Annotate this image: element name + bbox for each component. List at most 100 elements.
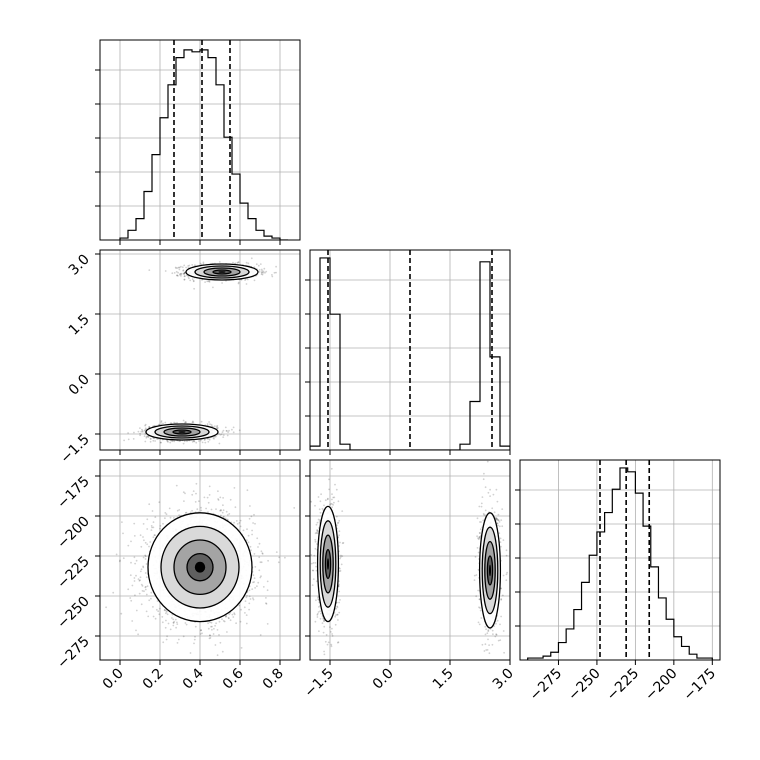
sample-point — [183, 264, 186, 267]
sample-point — [215, 622, 218, 625]
sample-point — [193, 642, 195, 645]
sample-point — [118, 560, 121, 563]
sample-point — [323, 625, 326, 628]
sample-point — [219, 433, 222, 436]
sample-point — [143, 429, 146, 432]
sample-point — [142, 565, 145, 568]
sample-point — [179, 273, 182, 275]
sample-point — [149, 437, 152, 440]
sample-point — [183, 275, 186, 277]
sample-point — [254, 566, 257, 568]
sample-point — [260, 268, 263, 271]
sample-point — [237, 281, 240, 284]
sample-point — [209, 637, 212, 639]
sample-point — [219, 641, 222, 644]
sample-point — [196, 508, 199, 511]
sample-point — [337, 521, 340, 524]
sample-point — [245, 283, 248, 285]
sample-point — [194, 264, 196, 266]
sample-point — [218, 634, 220, 636]
sample-point — [146, 585, 149, 588]
sample-point — [152, 606, 154, 608]
sample-point — [244, 600, 247, 602]
sample-point — [239, 525, 242, 528]
sample-point — [146, 543, 149, 546]
sample-point — [238, 429, 241, 432]
sample-point — [192, 421, 195, 424]
sample-point — [252, 522, 255, 524]
sample-point — [317, 496, 320, 498]
sample-point — [199, 633, 202, 635]
sample-point — [259, 263, 262, 265]
sample-point — [207, 501, 210, 504]
sample-point — [206, 496, 209, 499]
sample-point — [131, 620, 134, 622]
sample-point — [337, 500, 340, 503]
y-tick-label: −275 — [54, 634, 93, 673]
sample-point — [158, 613, 161, 616]
sample-point — [247, 541, 250, 544]
sample-point — [183, 278, 186, 281]
sample-point — [225, 616, 227, 618]
sample-point — [216, 654, 219, 657]
sample-point — [226, 518, 229, 521]
sample-point — [151, 526, 153, 529]
sample-point — [222, 436, 225, 438]
sample-point — [228, 429, 230, 432]
sample-point — [216, 629, 219, 631]
sample-point — [245, 596, 248, 599]
sample-point — [162, 641, 165, 644]
sample-point — [244, 279, 247, 281]
sample-point — [322, 631, 325, 634]
sample-point — [248, 517, 251, 520]
sample-point — [199, 262, 202, 265]
sample-point — [157, 610, 160, 613]
sample-point — [185, 421, 188, 424]
sample-point — [189, 652, 192, 654]
sample-point — [207, 511, 209, 514]
sample-point — [182, 269, 185, 272]
sample-point — [184, 492, 186, 495]
sample-point — [222, 620, 225, 622]
sample-point — [152, 439, 155, 442]
sample-point — [260, 550, 263, 553]
sample-point — [150, 529, 153, 531]
sample-point — [144, 433, 147, 435]
sample-point — [228, 613, 231, 615]
sample-point — [123, 439, 125, 442]
sample-point — [166, 635, 169, 638]
sample-point — [232, 616, 235, 618]
sample-point — [186, 440, 188, 443]
sample-point — [328, 488, 330, 491]
sample-point — [220, 509, 223, 512]
sample-point — [251, 588, 254, 590]
sample-point — [144, 424, 147, 427]
sample-point — [120, 612, 123, 615]
sample-point — [229, 498, 232, 501]
sample-point — [310, 562, 313, 565]
sample-point — [201, 279, 203, 281]
sample-point — [208, 438, 211, 441]
sample-point — [161, 621, 164, 624]
sample-point — [237, 261, 240, 264]
sample-point — [336, 524, 338, 526]
sample-point — [156, 600, 159, 602]
sample-point — [191, 493, 194, 496]
sample-point — [335, 488, 338, 491]
sample-point — [236, 262, 239, 264]
sample-point — [135, 559, 138, 562]
sample-point — [339, 556, 342, 558]
sample-point — [175, 274, 178, 277]
sample-point — [115, 553, 118, 556]
sample-point — [185, 511, 188, 514]
y-tick-label: 1.5 — [66, 312, 93, 339]
sample-point — [310, 554, 313, 556]
sample-point — [159, 527, 161, 530]
sample-point — [192, 279, 195, 282]
sample-point — [215, 435, 217, 438]
sample-point — [148, 426, 151, 428]
sample-point — [174, 266, 177, 269]
sample-point — [160, 421, 163, 423]
sample-point — [207, 627, 210, 630]
sample-point — [183, 278, 186, 281]
